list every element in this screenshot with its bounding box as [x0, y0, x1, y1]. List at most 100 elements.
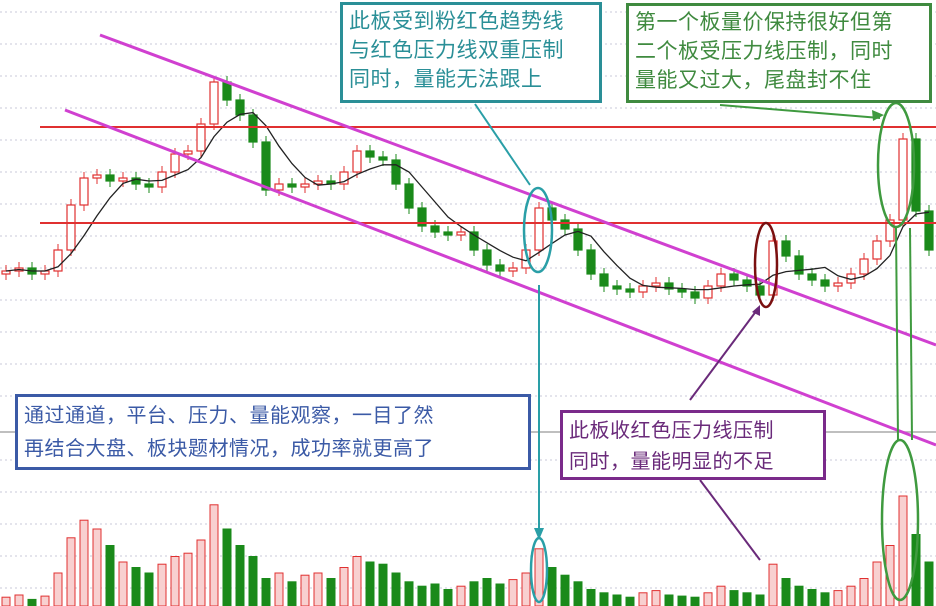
volume-bar	[170, 556, 180, 606]
volume-bar	[807, 589, 817, 606]
candle-body	[833, 282, 843, 287]
volume-bar	[274, 572, 284, 606]
volume-bar	[482, 578, 492, 606]
volume-bar	[365, 561, 375, 606]
volume-bar	[781, 578, 791, 606]
volume-bar	[157, 563, 167, 606]
candle-body	[690, 291, 700, 299]
annotation-text: 再结合大盘、板块题材情况，成功率就更高了	[24, 436, 434, 460]
candle-body	[53, 249, 63, 272]
arrowhead	[872, 110, 884, 121]
candle-body	[625, 288, 635, 293]
volume-bar	[911, 534, 921, 606]
candle-body	[144, 183, 154, 188]
candle-body	[573, 228, 583, 251]
volume-bar	[872, 561, 882, 606]
volume-bar	[92, 528, 102, 606]
candle-body	[196, 123, 206, 152]
candle-body	[664, 282, 674, 290]
candle-body	[807, 273, 817, 281]
annotation-text: 二个板受压力线压制，同时	[635, 39, 893, 63]
volume-bar	[417, 585, 427, 606]
candle-body	[66, 204, 76, 251]
volume-bar	[118, 561, 128, 606]
volume-bar	[40, 595, 50, 606]
candle-body	[885, 219, 895, 242]
candle-body	[716, 273, 726, 287]
volume-bar	[625, 596, 635, 606]
candle-body	[443, 231, 453, 236]
candle-body	[105, 174, 115, 182]
volume-bar	[222, 528, 232, 606]
volume-bar	[27, 598, 37, 606]
volume-bar	[326, 578, 336, 606]
candle-body	[703, 285, 713, 299]
candle-body	[638, 285, 648, 293]
candle-body	[534, 207, 544, 251]
volume-bar	[768, 563, 778, 606]
candle-body	[92, 174, 102, 179]
volume-bar	[404, 581, 414, 606]
volume-bar	[469, 581, 479, 606]
candle-body	[404, 183, 414, 209]
volume-bar	[534, 548, 544, 606]
volume-bar	[79, 519, 89, 606]
volume-bar	[300, 574, 310, 606]
annotation-text: 同时，量能无法跟上	[349, 67, 543, 91]
candle-body	[352, 150, 362, 173]
upper-trendline	[99, 33, 936, 347]
volume-bar	[391, 572, 401, 606]
volume-bar	[547, 567, 557, 606]
volume-bar	[196, 539, 206, 606]
volume-bar	[66, 537, 76, 606]
candle-body	[482, 249, 492, 266]
annotation-text: 通过通道，平台、压力、量能观察，一目了然	[24, 403, 434, 427]
volume-bar	[313, 572, 323, 606]
arrowhead	[534, 528, 544, 540]
candle-body	[235, 99, 245, 116]
volume-bar	[677, 595, 687, 606]
volume-bar	[638, 592, 648, 606]
candle-body	[79, 177, 89, 206]
volume-bar	[456, 585, 466, 606]
volume-bar	[651, 590, 661, 606]
candle-body	[612, 285, 622, 290]
annotation-arrows	[474, 103, 913, 561]
candle-body	[560, 219, 570, 230]
annotation-text: 量能又过大，尾盘封不住	[635, 68, 872, 92]
volume-bar	[261, 578, 271, 606]
candle-body	[391, 159, 401, 185]
arrowhead	[752, 305, 760, 316]
volume-bar	[846, 585, 856, 606]
candle-body	[417, 207, 427, 227]
candle-body	[248, 114, 258, 143]
volume-bar	[287, 581, 297, 606]
volume-bar	[573, 581, 583, 606]
volume-bar	[53, 572, 63, 606]
volume-bar	[560, 574, 570, 606]
volume-bar	[235, 545, 245, 606]
lower-trendline	[64, 108, 936, 447]
volume-bar	[612, 594, 622, 606]
highlight-ellipse-darkred	[753, 221, 779, 309]
volume-bar	[339, 567, 349, 606]
volume-bar	[248, 556, 258, 606]
candle-body	[183, 150, 193, 155]
moving-average-line	[5, 111, 930, 291]
candle-body	[287, 183, 297, 188]
candle-body	[508, 267, 518, 272]
annotation-text: 第一个板量价保持很好但第	[635, 10, 893, 34]
annotation-box-green: 第一个板量价保持很好但第 二个板受压力线压制，同时 量能又过大，尾盘封不住	[626, 3, 932, 103]
candle-body	[677, 288, 687, 293]
volume-bar	[755, 594, 765, 606]
candle-body	[859, 258, 869, 275]
volume-bar	[898, 495, 908, 606]
candles	[1, 76, 934, 304]
highlight-ellipse-green	[876, 101, 916, 229]
volume-bar	[703, 592, 713, 606]
candle-body	[456, 231, 466, 236]
volume-bar	[599, 592, 609, 606]
volume-bar	[14, 594, 24, 606]
volume-bar	[378, 563, 388, 606]
